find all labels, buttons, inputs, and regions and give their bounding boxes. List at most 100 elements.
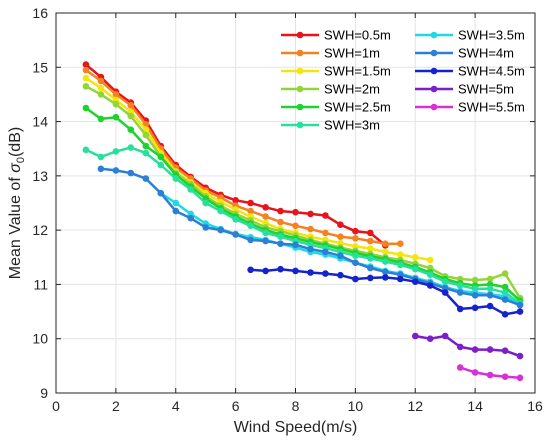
data-point [97, 77, 105, 85]
data-point [157, 153, 165, 161]
data-point [456, 289, 464, 296]
series-9 [247, 265, 524, 318]
series-group [82, 61, 524, 382]
data-point [501, 283, 509, 291]
data-point [337, 252, 344, 259]
data-point [382, 240, 389, 247]
y-tick-label: 9 [40, 385, 48, 401]
y-tick-label: 13 [32, 168, 48, 184]
data-point [322, 270, 329, 277]
data-point [232, 231, 239, 238]
data-point [142, 131, 150, 139]
legend-swatch-marker [296, 85, 304, 93]
y-axis-title-subscript: 0 [15, 157, 27, 163]
data-point [292, 208, 299, 216]
data-point [307, 210, 314, 218]
data-point [367, 245, 374, 252]
legend-label: SWH=0.5m [324, 28, 391, 43]
data-point [157, 189, 165, 197]
data-point [127, 102, 135, 109]
legend-swatch-marker [296, 121, 304, 129]
legend-swatch-marker [296, 31, 304, 39]
data-point [471, 304, 479, 312]
legend-item: SWH=1m [281, 46, 380, 61]
data-point [382, 248, 389, 256]
y-tick-label: 12 [32, 222, 48, 238]
legend-item: SWH=5.5m [415, 100, 525, 115]
data-point [501, 347, 509, 355]
data-point [112, 113, 120, 121]
data-point [352, 275, 359, 283]
data-point [247, 266, 254, 274]
data-point [217, 207, 224, 215]
data-point [247, 222, 254, 230]
x-tick-label: 12 [407, 398, 423, 414]
data-point [247, 207, 254, 215]
data-point [112, 167, 120, 174]
data-point [516, 301, 524, 309]
data-point [127, 144, 135, 151]
legend-item: SWH=5m [415, 82, 514, 97]
data-point [471, 346, 479, 353]
legend-item: SWH=4m [415, 46, 514, 61]
data-point [202, 224, 209, 231]
data-point [426, 256, 434, 264]
data-point [337, 221, 344, 228]
data-point [82, 66, 90, 74]
data-point [232, 216, 239, 223]
data-point [97, 165, 105, 173]
data-point [352, 227, 359, 235]
data-point [262, 213, 269, 220]
data-point [187, 186, 194, 193]
data-point [397, 251, 404, 258]
series-11 [456, 364, 524, 382]
data-point [262, 204, 269, 211]
legend-item: SWH=3.5m [415, 28, 525, 43]
legend-item: SWH=2m [281, 82, 380, 97]
x-tick-label: 14 [467, 398, 483, 414]
legend-swatch-marker [430, 85, 438, 93]
y-tick-label: 15 [32, 59, 48, 75]
data-point [247, 236, 254, 244]
legend-swatch-marker [430, 49, 438, 57]
data-point [516, 352, 524, 360]
legend-item: SWH=2.5m [281, 100, 391, 115]
y-axis-title-unit: (dB) [7, 127, 24, 157]
legend-swatch-marker [430, 103, 438, 111]
data-point [277, 233, 284, 240]
y-tick-label: 10 [32, 331, 48, 347]
data-point [501, 296, 509, 303]
data-point [456, 364, 464, 371]
data-point [441, 332, 449, 340]
data-point [486, 346, 494, 353]
legend-label: SWH=5m [458, 82, 514, 97]
data-point [277, 207, 284, 215]
data-point [172, 207, 180, 215]
data-point [367, 237, 374, 245]
y-tick-label: 16 [32, 5, 48, 21]
data-point [262, 237, 269, 245]
data-point [322, 229, 329, 237]
y-axis-title-prefix: Mean Value of [7, 173, 24, 279]
data-point [112, 100, 120, 108]
data-point [112, 148, 120, 155]
series-line [84, 68, 402, 245]
data-point [172, 199, 180, 207]
data-point [97, 153, 105, 161]
x-tick-label: 10 [348, 398, 364, 414]
data-point [471, 292, 479, 299]
data-point [426, 335, 434, 343]
data-point [247, 199, 254, 207]
data-point [501, 311, 509, 318]
data-point [277, 240, 284, 247]
x-tick-label: 6 [232, 398, 240, 414]
legend-label: SWH=3.5m [458, 28, 525, 43]
x-tick-label: 0 [52, 398, 60, 414]
data-point [486, 292, 494, 299]
data-point [412, 265, 419, 273]
legend-swatch-marker [430, 31, 438, 39]
data-point [412, 278, 419, 286]
x-tick-label: 2 [112, 398, 120, 414]
